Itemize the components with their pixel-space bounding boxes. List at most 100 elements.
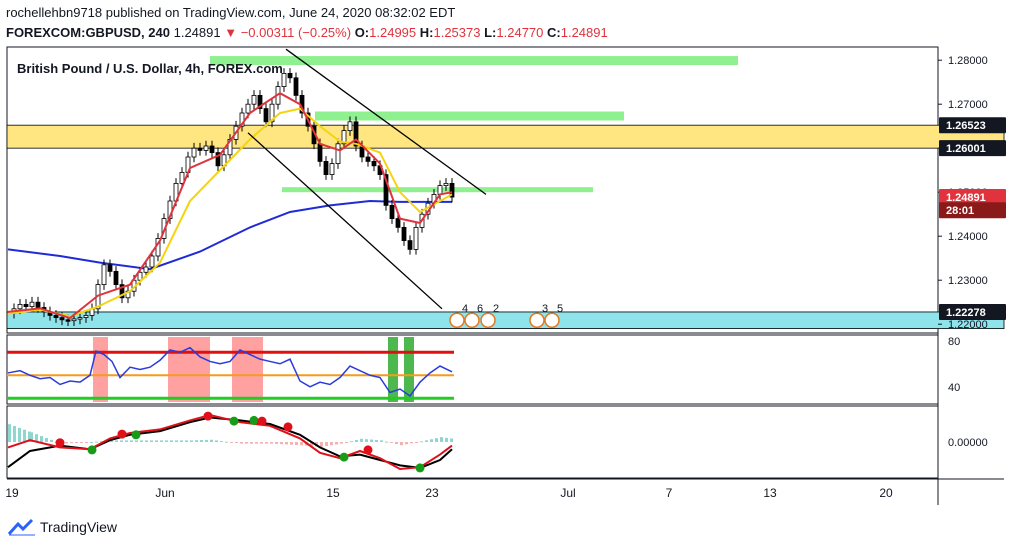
flag-icon [480, 312, 496, 328]
green-level-0 [210, 56, 738, 66]
cross-dot [363, 445, 373, 455]
histogram-bar [50, 439, 53, 442]
cross-dot [283, 422, 293, 432]
histogram-bar [375, 439, 378, 442]
histogram-bar [385, 441, 388, 443]
histogram-bar [420, 441, 423, 443]
chart-title: British Pound / U.S. Dollar, 4h, FOREX.c… [17, 61, 283, 76]
histogram-bar [310, 442, 313, 447]
histogram-bar [215, 440, 218, 442]
histogram-bar [275, 442, 278, 444]
price-tick-label: 1.23000 [948, 275, 988, 287]
histogram-bar [440, 437, 443, 442]
time-tick-label: Jul [560, 486, 575, 500]
price-label: 28:01 [939, 202, 1006, 219]
histogram-bar [155, 440, 158, 442]
rsi-oversold-band [388, 337, 398, 402]
price-label-box [939, 140, 1006, 157]
symbol-label[interactable]: FOREXCOM:GBPUSD, 240 [6, 25, 170, 40]
candle-body [413, 226, 419, 250]
candle-body [191, 147, 197, 158]
histogram-bar [415, 442, 418, 443]
candle-body [65, 319, 71, 322]
cross-dot [203, 411, 213, 421]
event-marker-label: 2 [493, 303, 499, 315]
candle [335, 138, 341, 169]
tradingview-footer[interactable]: TradingView [8, 518, 117, 536]
histogram-bar [445, 437, 448, 442]
candle [101, 259, 107, 290]
candle-body [329, 163, 335, 176]
histogram-bar [210, 439, 213, 442]
histogram-bar [330, 442, 333, 446]
oscillator-pane[interactable] [7, 411, 453, 473]
candle-body [71, 318, 77, 322]
candle [281, 68, 287, 92]
event-marker-label: 4 [462, 303, 468, 315]
candle-body [215, 152, 221, 167]
histogram-bar [195, 440, 198, 442]
candle [383, 169, 389, 211]
ema-fast-line [7, 92, 453, 320]
candle [407, 235, 413, 255]
candle-body [317, 143, 323, 162]
time-tick-label: 20 [879, 486, 893, 500]
histogram-bar [28, 431, 31, 442]
candle [287, 68, 293, 84]
tradingview-logo-icon [8, 518, 35, 536]
candle [191, 142, 197, 163]
candle-body [113, 270, 119, 285]
candle-body [149, 255, 155, 268]
event-marker: 3 [529, 303, 548, 328]
zone-support [6, 311, 1005, 329]
histogram-bar [340, 442, 343, 444]
candle [197, 142, 203, 156]
flag-icon [464, 312, 480, 328]
price-label-text: 1.26001 [946, 143, 986, 155]
candle-body [137, 271, 143, 281]
price-label: 1.26001 [939, 140, 1006, 157]
histogram-bar [235, 442, 238, 443]
cross-dot [415, 463, 425, 473]
high-value: 1.25373 [433, 25, 481, 40]
ma200-line [7, 199, 452, 271]
histogram-bar [400, 442, 403, 446]
histogram-bar [435, 438, 438, 442]
histogram-bar [320, 442, 323, 447]
candle [83, 310, 89, 323]
candle-body [77, 317, 83, 320]
candle-body [101, 264, 107, 285]
histogram-bar [265, 442, 268, 444]
histogram-bar [120, 440, 123, 442]
histogram-bar [180, 440, 183, 442]
candle [413, 222, 419, 255]
candle-body [287, 73, 293, 79]
flag-icon [529, 312, 545, 328]
candle [293, 72, 299, 101]
candle [257, 90, 263, 114]
event-marker: 5 [544, 303, 563, 328]
candle-body [395, 218, 401, 228]
price-label-text: 28:01 [946, 205, 974, 217]
candle-body [179, 171, 185, 184]
histogram-bar [220, 441, 223, 443]
histogram-bar [370, 439, 373, 442]
histogram-bar [255, 442, 258, 444]
price-label-text: 1.24891 [946, 192, 986, 204]
candle [215, 147, 221, 172]
zone-resistance [6, 124, 1005, 149]
event-marker-label: 6 [477, 303, 483, 315]
symbol-ohlc-line: FOREXCOM:GBPUSD, 240 1.24891 ▼ −0.00311 … [6, 25, 608, 40]
rsi-tick-label: 80 [948, 336, 960, 348]
candle [449, 178, 455, 203]
candle [263, 103, 269, 128]
rsi-pane[interactable] [7, 337, 454, 402]
flag-icon [449, 312, 465, 328]
histogram-bar [110, 440, 113, 442]
histogram-bar [190, 440, 193, 442]
time-tick-label: 15 [326, 486, 340, 500]
histogram-bar [205, 439, 208, 442]
candle-body [245, 103, 251, 114]
